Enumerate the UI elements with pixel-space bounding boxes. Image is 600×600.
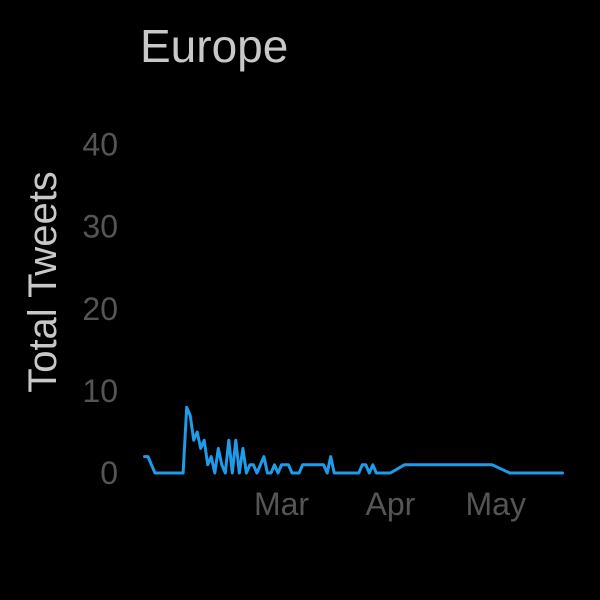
y-tick-label: 0 (100, 455, 118, 491)
chart-title: Europe (140, 20, 288, 72)
y-axis-ticks: 0 10 20 30 40 (82, 127, 118, 491)
y-tick-label: 20 (82, 291, 118, 327)
x-axis-ticks: Mar Apr May (254, 486, 526, 522)
x-tick-label: Mar (254, 486, 309, 522)
series-line-0 (145, 407, 563, 473)
y-tick-label: 40 (82, 127, 118, 163)
x-tick-label: May (466, 486, 526, 522)
x-tick-label: Apr (365, 486, 415, 522)
y-tick-label: 10 (82, 373, 118, 409)
y-axis-label: Total Tweets (21, 171, 65, 393)
y-tick-label: 30 (82, 209, 118, 245)
series-layer (145, 407, 563, 473)
